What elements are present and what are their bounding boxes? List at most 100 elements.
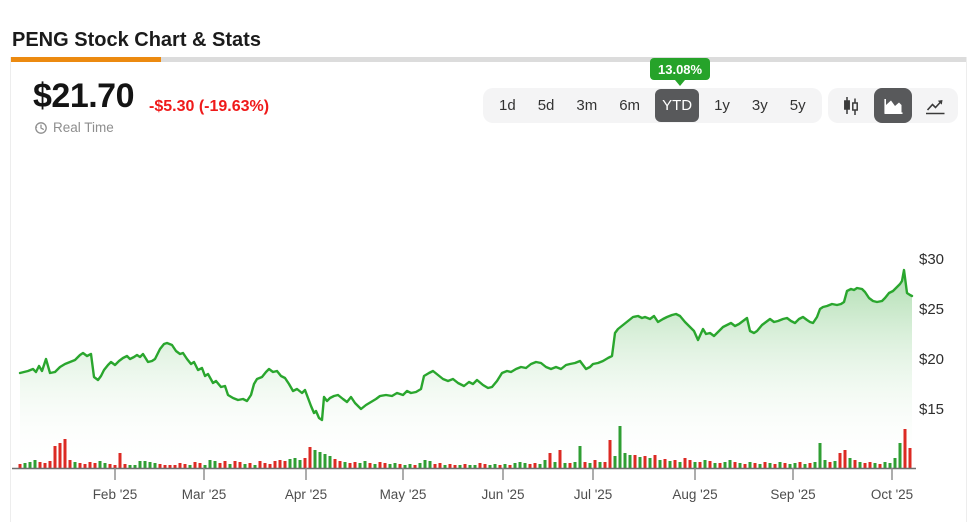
volume-bar: [288, 459, 292, 468]
volume-bar: [903, 429, 907, 468]
volume-bar: [488, 465, 492, 468]
volume-bar: [873, 463, 877, 468]
volume-bar: [143, 461, 147, 468]
volume-bar: [863, 463, 867, 468]
volume-bar: [493, 464, 497, 468]
range-button-1d[interactable]: 1d: [499, 97, 516, 114]
range-button-6m[interactable]: 6m: [619, 97, 641, 114]
volume-bar: [198, 463, 202, 468]
volume-bar: [633, 455, 637, 468]
volume-bar: [898, 443, 902, 468]
type-button-candlestick[interactable]: [835, 88, 867, 123]
volume-bar: [168, 465, 172, 468]
volume-bar: [303, 458, 307, 468]
volume-bar: [808, 463, 812, 468]
volume-bar: [298, 460, 302, 468]
volume-bar: [258, 461, 262, 468]
volume-bar: [468, 465, 472, 468]
volume-bar: [98, 461, 102, 468]
volume-bar: [763, 462, 767, 468]
volume-bar: [18, 464, 22, 468]
volume-bar: [728, 460, 732, 468]
volume-bar: [378, 462, 382, 468]
volume-bar: [388, 464, 392, 468]
volume-bar: [528, 464, 532, 468]
range-button-3y[interactable]: 3y: [751, 97, 768, 114]
type-button-area[interactable]: [874, 88, 912, 123]
volume-bar: [433, 464, 437, 468]
volume-bar: [588, 463, 592, 468]
range-button-5y[interactable]: 5y: [789, 97, 806, 114]
volume-bar: [328, 456, 332, 468]
area-chart-icon: [884, 98, 903, 114]
volume-bar: [208, 460, 212, 468]
volume-bar: [138, 461, 142, 468]
volume-bar: [33, 460, 37, 468]
range-button-3m[interactable]: 3m: [576, 97, 598, 114]
volume-bar: [693, 462, 697, 468]
volume-bar: [773, 464, 777, 468]
volume-bar: [788, 464, 792, 468]
x-axis-label: May '25: [380, 487, 427, 502]
range-button-5d[interactable]: 5d: [537, 97, 555, 114]
volume-bar: [228, 464, 232, 468]
volume-bar: [698, 462, 702, 468]
page-title: PENG Stock Chart & Stats: [12, 29, 261, 52]
volume-bar: [318, 452, 322, 468]
x-axis-label: Feb '25: [93, 487, 138, 502]
volume-bar: [113, 465, 117, 468]
volume-bar: [178, 463, 182, 468]
volume-bar: [703, 460, 707, 468]
volume-bar: [478, 463, 482, 468]
volume-bar: [193, 462, 197, 468]
volume-bar: [278, 460, 282, 468]
volume-bar: [563, 463, 567, 468]
volume-bar: [578, 446, 582, 468]
volume-bar: [828, 462, 832, 468]
volume-bar: [568, 463, 572, 468]
volume-bar: [448, 464, 452, 468]
y-axis-label: $30: [919, 251, 944, 268]
ytd-change-badge: 13.08%: [650, 58, 711, 86]
x-axis-label: Oct '25: [871, 487, 913, 502]
volume-bar: [558, 450, 562, 468]
volume-bar: [463, 464, 467, 468]
x-axis-label: Mar '25: [182, 487, 227, 502]
volume-bar: [418, 463, 422, 468]
volume-bar: [163, 465, 167, 468]
volume-bar: [363, 461, 367, 468]
volume-bar: [638, 457, 642, 468]
y-axis-label: $25: [919, 301, 944, 318]
volume-bar: [738, 463, 742, 468]
volume-bar: [483, 464, 487, 468]
volume-bar: [238, 462, 242, 468]
volume-bar: [608, 440, 612, 468]
volume-bar: [243, 464, 247, 468]
volume-bar: [593, 460, 597, 468]
volume-bar: [893, 458, 897, 468]
x-axis-label: Jul '25: [574, 487, 613, 502]
volume-bar: [213, 461, 217, 468]
x-axis-label: Aug '25: [672, 487, 717, 502]
volume-bar: [868, 462, 872, 468]
volume-bar: [268, 464, 272, 468]
candlestick-icon: [844, 96, 858, 115]
realtime-label: Real Time: [53, 120, 114, 135]
volume-bar: [683, 458, 687, 468]
price-area-fill: [20, 270, 912, 468]
volume-bar: [313, 450, 317, 468]
volume-bar: [73, 462, 77, 468]
range-selector: 1d 5d 3m 6m YTD 1y 3y 5y: [483, 88, 822, 123]
volume-bar: [533, 463, 537, 468]
volume-bar: [233, 461, 237, 468]
range-button-1y[interactable]: 1y: [714, 97, 730, 114]
volume-bar: [373, 464, 377, 468]
volume-bar: [458, 465, 462, 468]
realtime-indicator: Real Time: [34, 120, 114, 135]
volume-bar: [173, 465, 177, 468]
volume-bar: [518, 462, 522, 468]
range-button-ytd[interactable]: YTD: [655, 89, 700, 122]
type-button-line[interactable]: [919, 88, 951, 123]
volume-bar: [83, 464, 87, 468]
